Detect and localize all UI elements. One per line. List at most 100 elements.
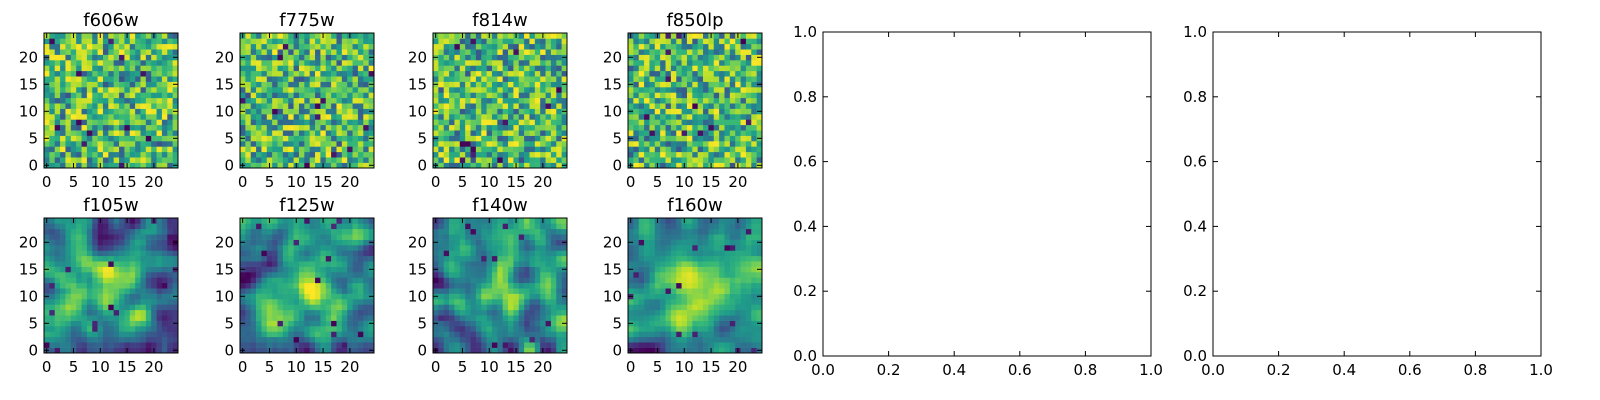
heatmap-cell: [108, 309, 114, 316]
heatmap-cell: [256, 293, 262, 300]
heatmap-cell: [508, 347, 514, 354]
heatmap-cell: [513, 141, 520, 147]
heatmap-cell: [129, 135, 136, 142]
heatmap-cell: [443, 124, 450, 131]
heatmap-cell: [729, 326, 736, 332]
heatmap-cell: [449, 114, 455, 120]
heatmap-cell: [76, 146, 82, 153]
x-tick-label: 10: [287, 358, 306, 376]
heatmap-cell: [713, 65, 720, 72]
heatmap-cell: [282, 43, 289, 50]
heatmap-cell: [740, 141, 747, 147]
heatmap-cell: [518, 223, 525, 230]
heatmap-cell: [676, 309, 682, 316]
x-tick-label: 5: [458, 173, 468, 191]
heatmap-cell: [497, 54, 503, 61]
axes-frame: [432, 32, 568, 169]
heatmap-cell: [49, 304, 56, 311]
heatmap-cell: [628, 157, 634, 163]
heatmap-cell: [245, 299, 252, 305]
heatmap-cell: [49, 315, 56, 321]
heatmap-cell: [518, 245, 525, 251]
heatmap-cell: [331, 299, 337, 305]
heatmap-cell: [60, 245, 66, 251]
heatmap-cell: [357, 87, 364, 93]
heatmap-cell: [298, 326, 305, 332]
heatmap-cell: [665, 81, 672, 88]
heatmap-cell: [97, 272, 104, 278]
heatmap-cell: [272, 76, 278, 82]
y-tick-label: 20: [215, 233, 234, 251]
heatmap-cell: [298, 151, 305, 158]
heatmap-cell: [550, 336, 557, 343]
heatmap-cell: [119, 228, 125, 235]
heatmap-cell: [298, 347, 305, 354]
heatmap-cell: [49, 114, 56, 120]
heatmap-cell: [508, 315, 514, 321]
heatmap-cell: [352, 157, 359, 163]
heatmap-cell: [529, 49, 536, 55]
heatmap-cell: [681, 146, 688, 153]
heatmap-cell: [81, 331, 88, 338]
heatmap-cell: [465, 309, 471, 316]
heatmap-cell: [140, 342, 147, 348]
heatmap-cell: [676, 293, 682, 300]
heatmap-cell: [703, 65, 709, 72]
heatmap-cell: [545, 141, 552, 147]
heatmap-cell: [108, 108, 114, 115]
heatmap-cell: [540, 141, 546, 147]
heatmap-cell: [70, 288, 77, 294]
heatmap-cell: [481, 347, 487, 354]
heatmap-cell: [357, 266, 364, 273]
heatmap-cell: [156, 43, 163, 50]
heatmap-cell: [352, 87, 359, 93]
heatmap-cell: [325, 261, 332, 267]
heatmap-cell: [341, 255, 348, 262]
heatmap-cell: [140, 70, 147, 77]
heatmap-cell: [368, 114, 375, 120]
heatmap-cell: [497, 261, 503, 267]
heatmap-cell: [288, 293, 294, 300]
heatmap-cell: [433, 326, 439, 332]
heatmap-cell: [433, 304, 439, 311]
heatmap-cell: [293, 315, 300, 321]
heatmap-cell: [534, 76, 541, 82]
heatmap-cell: [341, 76, 348, 82]
heatmap-cell: [341, 347, 348, 354]
heatmap-cell: [676, 336, 682, 343]
heatmap-cell: [708, 299, 715, 305]
heatmap-cell: [751, 288, 757, 294]
heatmap-cell: [540, 43, 546, 50]
heatmap-cell: [524, 309, 530, 316]
heatmap-cell: [550, 277, 557, 284]
heatmap-cell: [470, 320, 477, 327]
heatmap-cell: [433, 315, 439, 321]
heatmap-cell: [459, 342, 466, 348]
heatmap-cell: [654, 331, 661, 338]
heatmap-cell: [86, 49, 93, 55]
heatmap-cell: [670, 304, 677, 311]
heatmap-cell: [240, 342, 246, 348]
heatmap-cell: [433, 65, 439, 72]
heatmap-cell: [534, 162, 541, 169]
heatmap-cell: [633, 49, 640, 55]
heatmap-cell: [676, 103, 682, 109]
heatmap-cell: [240, 299, 246, 305]
heatmap-cell: [443, 304, 450, 311]
heatmap-cell: [357, 49, 364, 55]
heatmap-cell: [49, 223, 56, 230]
heatmap-cell: [293, 320, 300, 327]
heatmap-cell: [161, 309, 168, 316]
heatmap-cell: [550, 266, 557, 273]
heatmap-cell: [719, 315, 725, 321]
heatmap-cell: [660, 33, 666, 39]
heatmap-cell: [449, 261, 455, 267]
heatmap-cell: [250, 157, 257, 163]
heatmap-cell: [740, 331, 747, 338]
heatmap-cell: [524, 282, 530, 289]
heatmap-cell: [740, 135, 747, 142]
heatmap-cell: [272, 315, 278, 321]
heatmap-cell: [151, 293, 157, 300]
heatmap-cell: [665, 65, 672, 72]
heatmap-cell: [556, 250, 562, 257]
